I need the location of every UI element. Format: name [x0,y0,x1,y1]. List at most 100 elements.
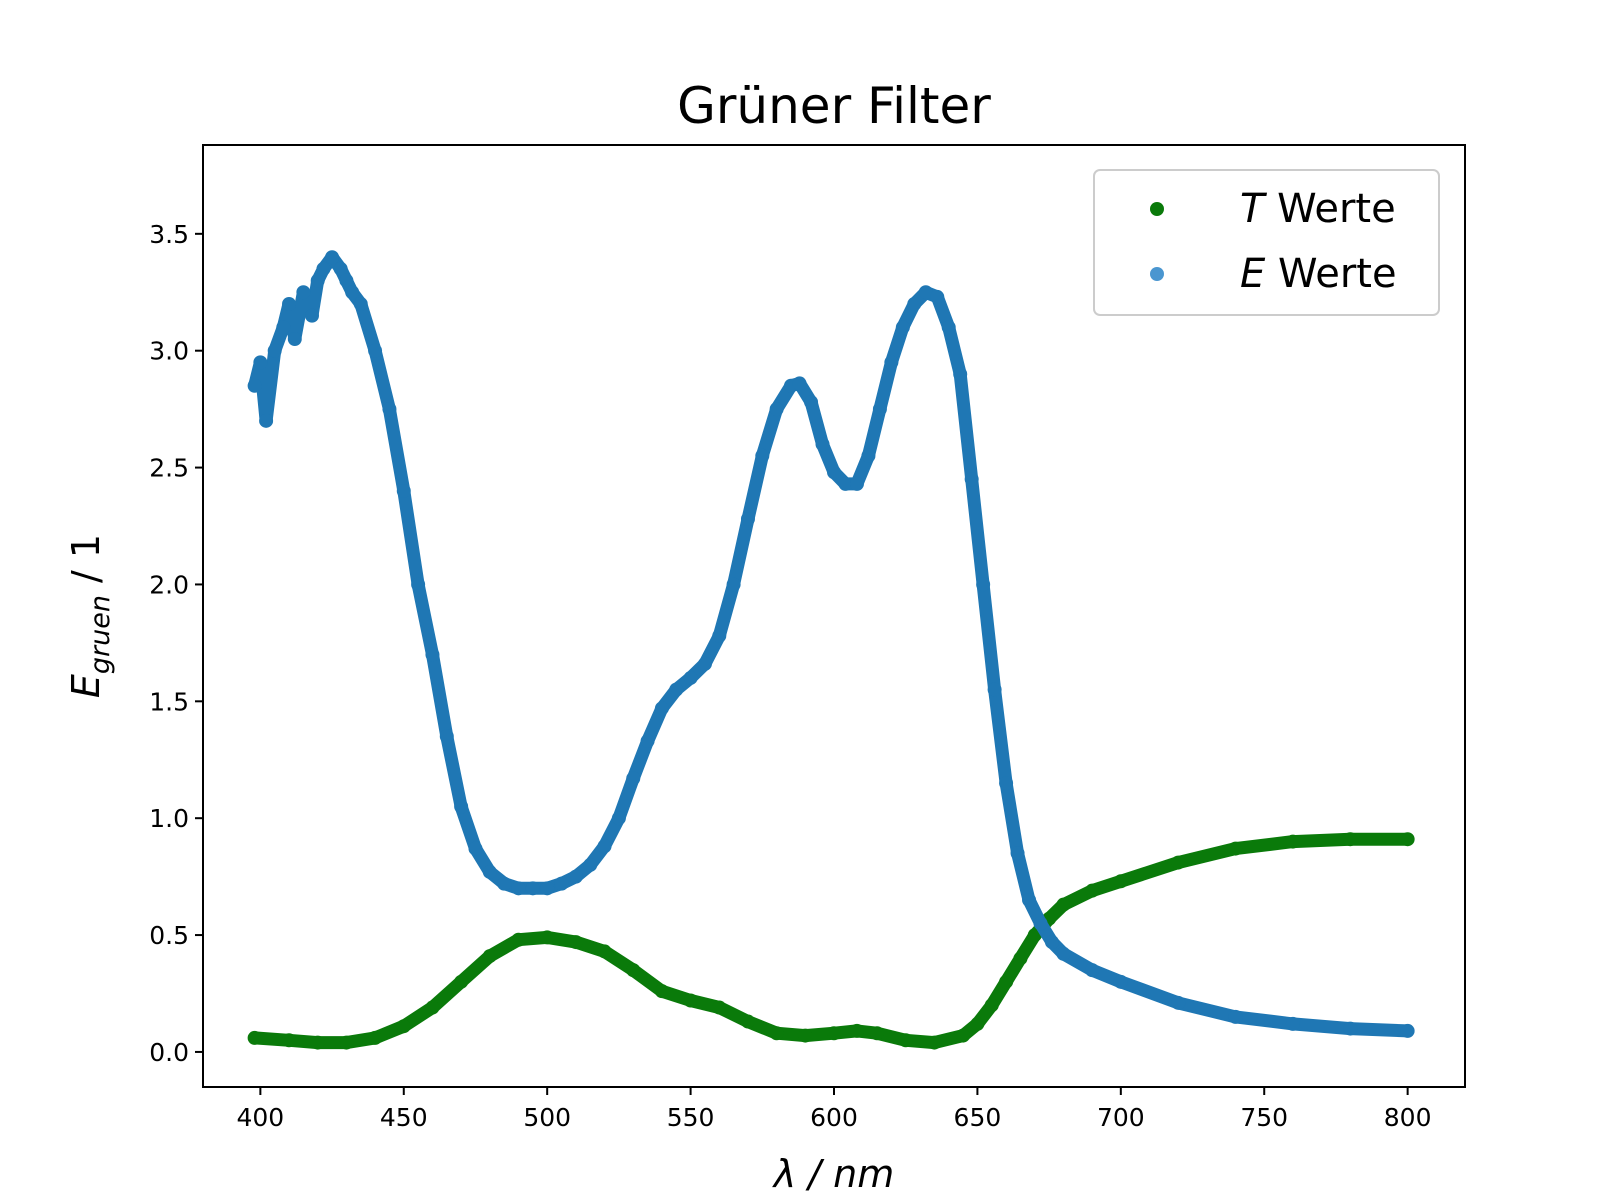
series-t-werte [247,832,1415,1050]
x-tick-label: 650 [954,1103,1002,1132]
data-point-e-werte [953,367,968,382]
x-axis-label-text: λ / nm [772,1152,895,1196]
legend-label-e-werte: E Werte [1240,251,1397,297]
data-point-e-werte [1228,1009,1243,1024]
y-tick-label: 2.0 [149,570,189,599]
data-point-e-werte [872,402,887,417]
data-point-t-werte [956,1028,971,1043]
data-point-e-werte [755,448,770,463]
x-tick-label: 400 [237,1103,285,1132]
data-point-t-werte [310,1035,325,1050]
data-point-e-werte [425,647,440,662]
legend-label-t-werte: T Werte [1240,186,1396,232]
data-point-e-werte [884,355,899,370]
data-point-t-werte [368,1030,383,1045]
data-point-t-werte [1228,841,1243,856]
data-point-e-werte [267,343,282,358]
data-point-t-werte [1113,874,1128,889]
data-point-e-werte [654,701,669,716]
legend-symbol-e: E [1240,251,1266,297]
data-point-e-werte [769,402,784,417]
data-point-e-werte [804,395,819,410]
y-tick-label: 3.5 [149,220,189,249]
data-point-e-werte [554,876,569,891]
series-e-werte [247,250,1415,1038]
data-point-t-werte [425,1000,440,1015]
data-point-e-werte [697,656,712,671]
data-point-e-werte [999,776,1014,791]
data-point-e-werte [396,483,411,498]
data-point-e-werte [740,511,755,526]
data-point-e-werte [259,413,274,428]
data-point-e-werte [411,577,426,592]
data-point-t-werte [827,1026,841,1041]
data-point-e-werte [1022,893,1037,908]
data-point-e-werte [1085,963,1100,978]
series-band-t-werte [248,832,1415,1050]
data-point-e-werte [1171,995,1186,1010]
data-point-t-werte [1171,855,1186,870]
data-point-e-werte [895,320,910,335]
data-point-e-werte [382,402,397,417]
data-point-t-werte [454,974,469,989]
data-point-t-werte [247,1030,262,1045]
data-point-t-werte [970,1016,985,1031]
data-point-e-werte [325,250,340,265]
data-point-t-werte [769,1026,784,1041]
data-point-e-werte [468,841,483,856]
series-layer [247,250,1415,1050]
data-point-t-werte [1085,883,1100,898]
data-point-e-werte [838,476,853,491]
y-axis-label-rest: / 1 [64,534,108,595]
x-tick-label: 700 [1097,1103,1145,1132]
data-point-t-werte [654,984,669,999]
data-point-e-werte [669,682,684,697]
data-point-e-werte [454,799,469,814]
y-axis-ticks: 0.0 0.5 1.0 1.5 2.0 2.5 3.0 3.5 [149,220,203,1067]
data-point-e-werte [941,320,956,335]
data-point-t-werte [482,949,497,964]
data-point-e-werte [353,296,368,311]
data-point-e-werte [540,881,555,896]
data-point-t-werte [282,1033,297,1048]
data-point-t-werte [984,998,999,1013]
x-tick-label: 600 [810,1103,858,1132]
x-tick-label: 550 [667,1103,715,1132]
data-point-t-werte [396,1019,411,1034]
data-point-t-werte [1056,897,1071,912]
y-axis-label: Egruen / 1 [64,534,116,698]
data-point-t-werte [798,1028,813,1043]
data-point-t-werte [339,1035,354,1050]
x-tick-label: 450 [380,1103,428,1132]
data-point-t-werte [597,944,612,959]
legend-marker-t-werte [1150,202,1164,216]
data-point-t-werte [568,935,583,950]
data-point-t-werte [1343,832,1358,847]
chart-title: Grüner Filter [677,77,991,135]
data-point-e-werte [287,332,302,347]
data-point-e-werte [310,273,325,288]
data-point-t-werte [898,1033,913,1048]
legend-marker-e-werte [1150,267,1164,281]
data-point-e-werte [1343,1021,1358,1036]
data-point-e-werte [282,296,297,311]
data-point-e-werte [1400,1023,1415,1038]
legend: T Werte E Werte [1093,169,1440,316]
data-point-t-werte [740,1014,755,1029]
data-point-t-werte [849,1023,864,1038]
data-point-e-werte [368,343,383,358]
data-point-e-werte [849,476,864,491]
data-point-e-werte [918,285,933,300]
data-point-t-werte [1400,832,1415,847]
x-axis-ticks: 400 450 500 550 600 650 700 750 800 [237,1087,1431,1132]
y-tick-label: 1.5 [149,687,189,716]
data-point-e-werte [482,864,497,879]
legend-symbol-t: T [1240,186,1268,232]
data-point-t-werte [1013,951,1028,966]
data-point-e-werte [683,670,698,685]
legend-rest-t: Werte [1264,186,1395,232]
legend-box [1093,169,1440,316]
data-point-e-werte [597,839,612,854]
data-point-e-werte [1285,1016,1300,1031]
data-point-e-werte [568,869,583,884]
